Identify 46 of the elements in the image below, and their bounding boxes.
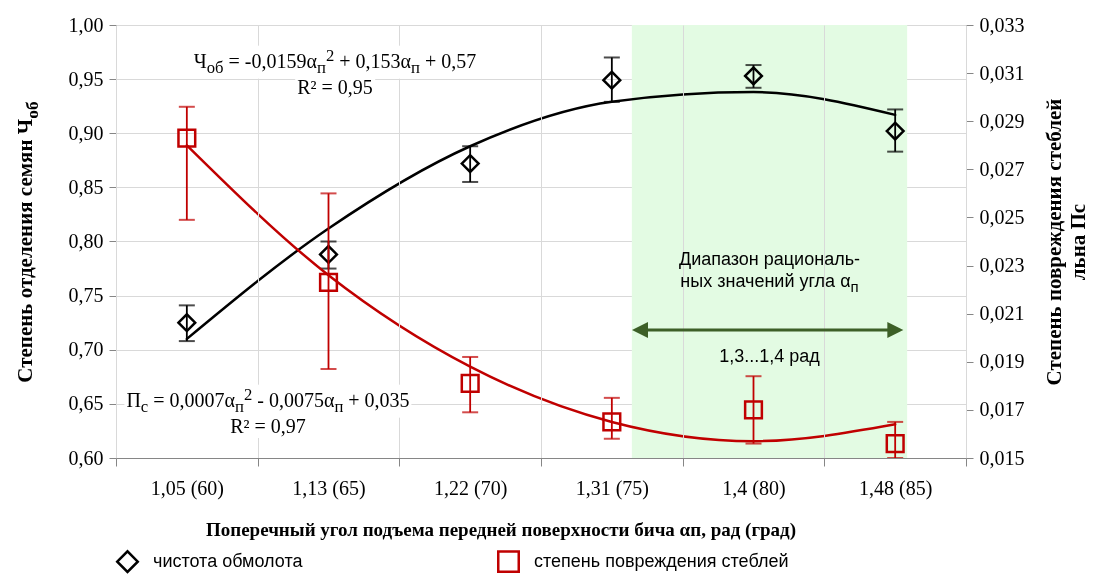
x-tick-label: 1,13 (65): [292, 476, 366, 500]
y2-tick-label: 0,021: [979, 302, 1025, 325]
y-tick-label: 0,80: [68, 230, 104, 252]
x-tick-label: 1,4 (80): [722, 476, 786, 500]
legend-label: чистота обмолота: [153, 550, 304, 571]
point: [177, 128, 197, 148]
x-tick-label: 1,31 (75): [575, 476, 649, 500]
annotation: 1,3...1,4 рад: [718, 346, 821, 368]
y2-axis-title: Степень повреждения стеблей льна Пс: [1041, 98, 1091, 385]
annotation: Ч$_{об}$ = -0,0159α$_{п}$$^{2}$ + 0,153α$_{п}$ + 0,57: [193, 45, 477, 78]
annotation: R² = 0,97: [228, 414, 308, 438]
y2-tick-label: 0,015: [979, 446, 1025, 469]
x-tick-label: 1,48 (85): [859, 476, 933, 500]
y-tick-label: 0,95: [68, 67, 104, 90]
annotation: R² = 0,95: [295, 75, 375, 99]
band-label: Диапазон рациональ- ных значений угла α$_{п}$: [678, 248, 861, 296]
point: [602, 412, 622, 432]
y-tick-label: 0,60: [68, 446, 104, 469]
y2-tick-label: 0,025: [979, 205, 1025, 228]
x-tick-label: 1,05 (60): [150, 476, 224, 500]
y2-tick-label: 0,027: [979, 157, 1025, 180]
y-tick-label: 0,75: [68, 284, 104, 307]
annotation: П$_{с}$ = 0,0007α$_{п}$$^{2}$ - 0,0075α$_{п}$ + 0,035: [126, 384, 410, 417]
y-tick-label: 0,85: [68, 175, 104, 198]
point: [460, 373, 480, 394]
y2-tick-label: 0,017: [979, 398, 1025, 421]
y2-tick-label: 0,023: [979, 254, 1025, 277]
point: [460, 153, 480, 174]
point: [318, 272, 339, 293]
point: [177, 313, 197, 333]
y-tick-label: 0,65: [68, 392, 104, 415]
x-axis-title: Поперечный угол подъема передней поверхности бича αп, рад (град): [205, 518, 797, 542]
legend-label: степень повреждения стеблей: [534, 550, 789, 571]
point: [602, 70, 622, 90]
point: [743, 400, 764, 420]
y-tick-label: 0,70: [68, 338, 104, 361]
y2-tick-label: 0,029: [979, 109, 1025, 132]
y2-tick-label: 0,033: [979, 13, 1025, 36]
point: [318, 244, 339, 265]
x-tick-label: 1,22 (70): [434, 476, 508, 500]
y2-tick-label: 0,031: [979, 61, 1025, 84]
point: [885, 121, 905, 141]
point: [885, 433, 905, 454]
y2-tick-label: 0,019: [979, 350, 1025, 373]
y-tick-label: 1,00: [68, 13, 104, 36]
y-tick-label: 0,90: [68, 121, 104, 144]
